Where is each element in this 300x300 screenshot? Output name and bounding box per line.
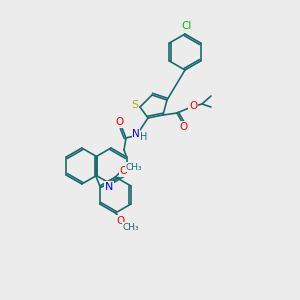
Text: O: O bbox=[116, 216, 124, 226]
Text: S: S bbox=[131, 100, 139, 110]
Text: CH₃: CH₃ bbox=[122, 223, 139, 232]
Text: O: O bbox=[115, 117, 123, 127]
Text: O: O bbox=[119, 166, 128, 176]
Text: Cl: Cl bbox=[182, 21, 192, 31]
Text: O: O bbox=[179, 122, 187, 132]
Text: CH₃: CH₃ bbox=[125, 163, 142, 172]
Text: N: N bbox=[132, 129, 140, 139]
Text: O: O bbox=[189, 101, 197, 111]
Text: N: N bbox=[105, 182, 113, 192]
Text: H: H bbox=[140, 132, 148, 142]
